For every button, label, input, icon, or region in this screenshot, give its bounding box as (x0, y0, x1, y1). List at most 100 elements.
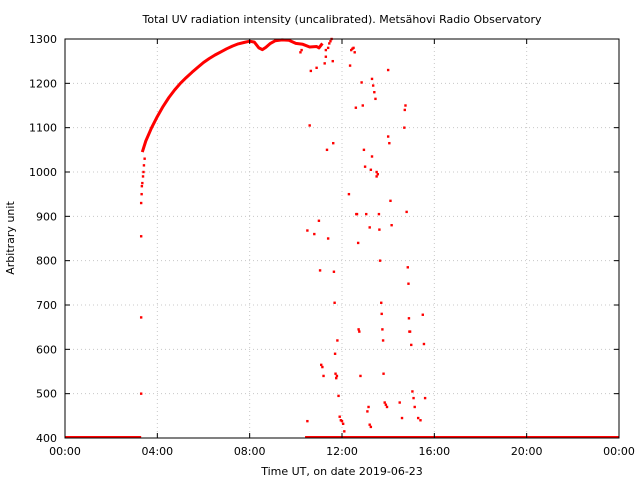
data-point (365, 212, 368, 216)
data-point (386, 135, 390, 138)
data-point (326, 237, 330, 240)
data-point (317, 219, 321, 222)
data-point (384, 403, 388, 406)
data-point (381, 328, 384, 331)
data-point (338, 415, 341, 418)
data-point (139, 201, 143, 205)
data-point (141, 175, 145, 178)
data-point (332, 270, 336, 273)
data-point (313, 232, 316, 236)
data-point (350, 48, 353, 52)
data-point (354, 106, 358, 109)
data-point (326, 46, 330, 50)
main-curve-series (140, 38, 324, 153)
data-point (360, 81, 363, 84)
data-point (358, 330, 361, 333)
data-point (324, 55, 328, 58)
data-point (383, 401, 386, 404)
data-point (406, 266, 409, 269)
data-point (398, 401, 401, 404)
data-point (336, 339, 339, 342)
data-point (139, 235, 143, 238)
data-point (375, 175, 378, 178)
data-point (366, 410, 369, 413)
data-point (328, 42, 331, 45)
y-tick-label: 600 (36, 343, 57, 356)
data-point (419, 419, 422, 422)
data-point (333, 301, 336, 304)
data-point (329, 40, 332, 43)
data-point (377, 212, 381, 216)
data-point (348, 64, 352, 67)
axis-ticks (64, 38, 620, 439)
data-point (334, 372, 337, 375)
data-point (368, 423, 371, 426)
data-point (421, 313, 424, 316)
data-point (308, 124, 311, 127)
y-tick-label: 900 (36, 210, 57, 223)
data-point (142, 170, 145, 174)
data-point (380, 312, 383, 316)
data-point (362, 148, 366, 152)
data-point (361, 104, 364, 107)
data-point (374, 97, 377, 101)
data-point (353, 51, 356, 54)
x-axis-tick-labels: 00:00 04:00 08:00 12:00 16:00 20:00 00:00 (49, 445, 635, 458)
y-axis-tick-labels: 400 500 600 700 800 900 1000 1100 1200 1300 (29, 33, 57, 445)
data-point (356, 241, 360, 245)
data-point (357, 328, 360, 331)
data-point (142, 164, 146, 167)
data-point (299, 51, 302, 54)
data-point (403, 126, 406, 129)
data-point (355, 212, 359, 216)
x-axis-title: Time UT, on date 2019-06-23 (260, 465, 423, 478)
data-point (368, 226, 371, 229)
scatter-points (139, 37, 427, 433)
data-point (315, 66, 318, 70)
data-point (333, 352, 337, 355)
data-point (385, 405, 389, 409)
data-point (382, 372, 385, 375)
data-point (422, 342, 426, 346)
data-point (381, 339, 385, 342)
data-point (403, 108, 406, 112)
data-point (412, 396, 415, 400)
data-point (389, 199, 392, 203)
grid-lines (65, 39, 619, 438)
data-point (139, 392, 143, 395)
data-point (352, 46, 355, 50)
data-point (363, 165, 367, 168)
data-point (376, 173, 379, 176)
data-point (405, 210, 408, 214)
data-point (410, 343, 413, 347)
data-point (332, 141, 335, 145)
data-point (378, 259, 382, 262)
data-point (331, 59, 334, 63)
data-point (343, 430, 346, 433)
data-point (140, 192, 143, 196)
data-point (337, 394, 340, 398)
data-point (369, 168, 373, 171)
data-point (423, 396, 427, 400)
y-tick-label: 800 (36, 255, 57, 268)
data-point (306, 229, 309, 232)
data-point (407, 317, 411, 320)
data-point (300, 48, 303, 52)
x-tick-label: 12:00 (326, 445, 358, 458)
data-point (380, 301, 383, 304)
data-point (139, 316, 143, 319)
y-tick-label: 1100 (29, 122, 57, 135)
data-point (400, 416, 404, 420)
data-point (378, 228, 381, 231)
x-tick-label: 00:00 (49, 445, 81, 458)
data-point (347, 192, 351, 196)
y-tick-label: 1300 (29, 33, 57, 46)
x-tick-label: 04:00 (141, 445, 173, 458)
data-point (141, 181, 144, 185)
data-point (388, 141, 391, 145)
y-tick-label: 1000 (29, 166, 57, 179)
data-point (335, 374, 339, 378)
data-point (407, 282, 410, 285)
data-point (416, 416, 420, 420)
